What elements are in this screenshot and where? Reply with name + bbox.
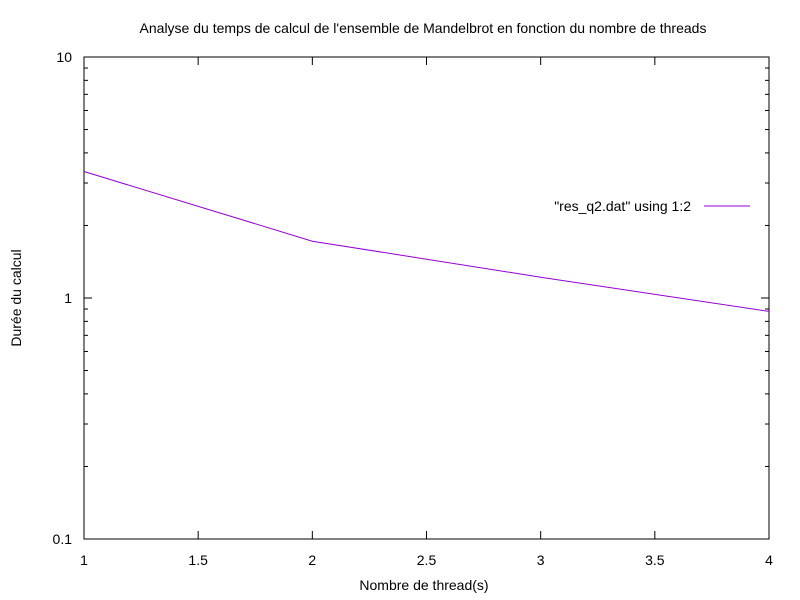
x-axis-label: Nombre de thread(s) bbox=[359, 577, 488, 593]
x-tick-label: 4 bbox=[765, 552, 773, 568]
y-axis-label: Durée du calcul bbox=[8, 249, 24, 346]
series-line-0 bbox=[83, 171, 770, 312]
y-tick-label: 0.1 bbox=[53, 531, 73, 547]
plot-area-border bbox=[83, 56, 770, 540]
chart-title: Analyse du temps de calcul de l'ensemble… bbox=[140, 20, 707, 36]
y-tick-label: 1 bbox=[64, 290, 72, 306]
legend-label: "res_q2.dat" using 1:2 bbox=[554, 198, 691, 214]
x-axis-ticks: 1 1.5 2 2.5 3 3.5 4 bbox=[80, 57, 773, 568]
series-layer bbox=[83, 171, 770, 312]
x-tick-label: 1.5 bbox=[188, 552, 208, 568]
x-tick-label: 3.5 bbox=[645, 552, 665, 568]
x-tick-label: 3 bbox=[537, 552, 545, 568]
legend: "res_q2.dat" using 1:2 bbox=[554, 198, 750, 214]
x-tick-label: 1 bbox=[80, 552, 88, 568]
y-tick-label: 10 bbox=[56, 49, 72, 65]
x-tick-label: 2.5 bbox=[417, 552, 437, 568]
x-tick-label: 2 bbox=[308, 552, 316, 568]
y-axis-ticks: 0.1 1 10 bbox=[53, 49, 769, 547]
